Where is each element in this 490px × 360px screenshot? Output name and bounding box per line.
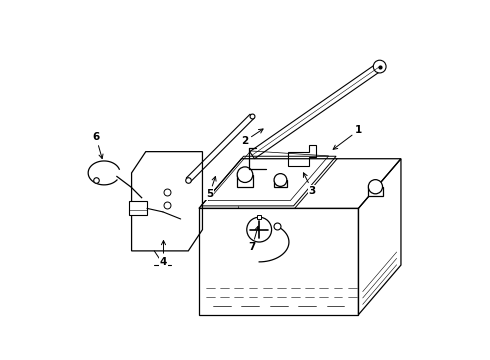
Polygon shape	[237, 175, 253, 187]
Polygon shape	[274, 180, 287, 187]
Circle shape	[274, 174, 287, 186]
Circle shape	[373, 60, 386, 73]
Text: 5: 5	[206, 176, 216, 199]
Text: 3: 3	[303, 173, 316, 195]
Text: 1: 1	[333, 125, 362, 149]
Bar	[129, 201, 147, 215]
Text: 6: 6	[93, 132, 103, 158]
Circle shape	[368, 180, 383, 194]
Polygon shape	[368, 187, 383, 195]
Circle shape	[237, 167, 253, 183]
Text: 2: 2	[242, 129, 263, 146]
Circle shape	[247, 217, 271, 242]
Text: 7: 7	[248, 226, 259, 252]
Text: 4: 4	[160, 240, 167, 266]
